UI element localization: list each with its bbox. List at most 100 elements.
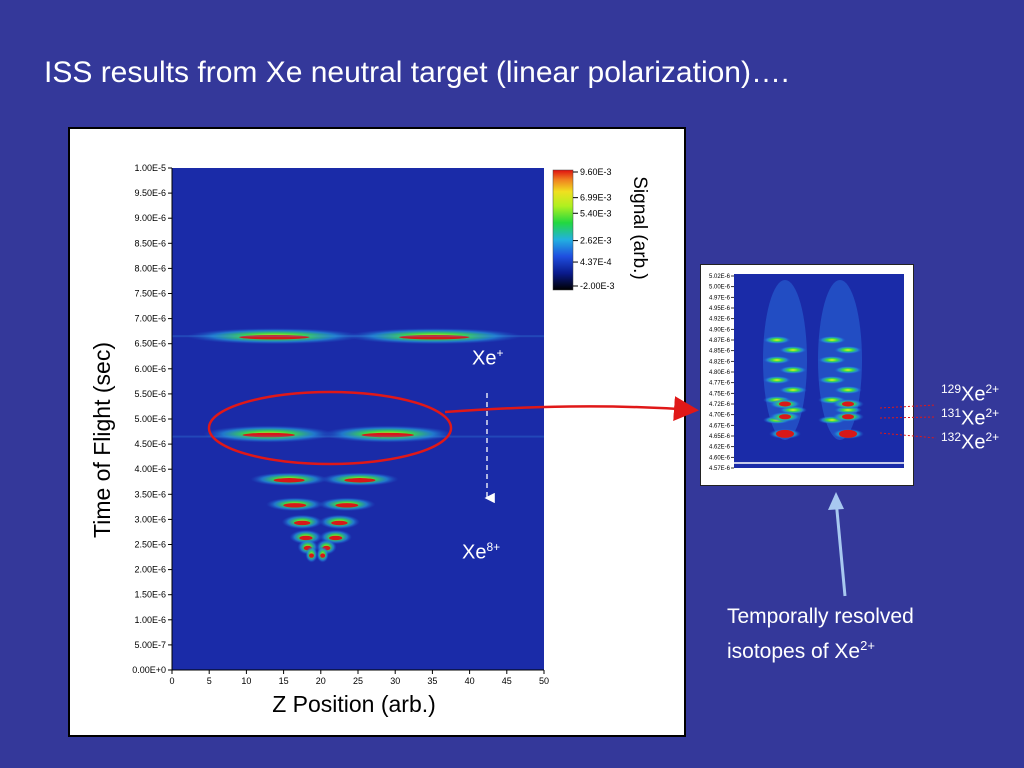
inset-isotope-core xyxy=(779,414,791,420)
y-tick-label: 0.00E+0 xyxy=(132,665,166,675)
colorbar-tick-label: -2.00E-3 xyxy=(580,281,615,291)
y-tick-label: 1.00E-6 xyxy=(134,615,166,625)
inset-y-tick-label: 4.90E-6 xyxy=(709,327,731,333)
band-core xyxy=(239,334,310,340)
band-core xyxy=(242,432,295,438)
y-tick-label: 2.00E-6 xyxy=(134,565,166,575)
y-tick-label: 6.00E-6 xyxy=(134,364,166,374)
band-7 xyxy=(305,546,329,563)
y-tick-label: 9.50E-6 xyxy=(134,188,166,198)
isotope-line-131 xyxy=(879,416,937,419)
colorbar-label: Signal (arb.) xyxy=(629,176,650,280)
y-tick-label: 8.00E-6 xyxy=(134,263,166,273)
x-tick-label: 0 xyxy=(169,676,174,686)
inset-blob xyxy=(818,356,846,364)
colorbar-tick-label: 6.99E-3 xyxy=(580,193,612,203)
colorbar-tick-label: 5.40E-3 xyxy=(580,208,612,218)
inset-y-tick-label: 4.67E-6 xyxy=(709,423,731,429)
inset-isotope-core xyxy=(779,401,791,407)
inset-blob xyxy=(763,336,791,344)
band-core xyxy=(309,553,314,558)
inset-blob xyxy=(818,336,846,344)
x-tick-label: 25 xyxy=(353,676,363,686)
connector-arrow xyxy=(444,396,699,422)
band-core xyxy=(335,503,359,508)
band-streak xyxy=(172,435,544,438)
y-tick-label: 1.00E-5 xyxy=(134,163,166,173)
y-tick-label: 3.50E-6 xyxy=(134,489,166,499)
label-isotope-131: 131Xe2+ xyxy=(941,406,1000,430)
caption-arrow xyxy=(834,499,847,597)
inset-y-tick-label: 4.97E-6 xyxy=(709,295,731,301)
colorbar-tick-label: 9.60E-3 xyxy=(580,167,612,177)
y-tick-label: 7.50E-6 xyxy=(134,289,166,299)
caption: Temporally resolved isotopes of Xe2+ xyxy=(727,602,914,666)
y-tick-label: 4.50E-6 xyxy=(134,439,166,449)
x-tick-label: 10 xyxy=(241,676,251,686)
slide-title: ISS results from Xe neutral target (line… xyxy=(44,56,790,89)
band-core xyxy=(329,535,343,541)
y-tick-label: 8.50E-6 xyxy=(134,238,166,248)
colorbar-tick-label: 2.62E-3 xyxy=(580,236,612,246)
x-tick-label: 20 xyxy=(316,676,326,686)
inset-blob xyxy=(779,346,807,354)
x-tick-label: 5 xyxy=(207,676,212,686)
inset-blob xyxy=(834,386,862,394)
inset-y-tick-label: 5.00E-6 xyxy=(709,285,731,291)
inset-isotope-core xyxy=(839,429,857,438)
band-1 xyxy=(203,425,454,443)
inset-isotope-core xyxy=(776,429,794,438)
inset-blob xyxy=(763,356,791,364)
y-tick-label: 1.50E-6 xyxy=(134,590,166,600)
inset-y-tick-label: 4.72E-6 xyxy=(709,402,731,408)
x-tick-label: 30 xyxy=(390,676,400,686)
inset-blob xyxy=(834,366,862,374)
x-tick-label: 45 xyxy=(502,676,512,686)
band-core xyxy=(273,478,305,483)
isotope-line-132 xyxy=(879,432,937,439)
band-3 xyxy=(266,497,376,512)
band-core xyxy=(399,334,470,340)
y-tick-label: 5.00E-7 xyxy=(134,640,166,650)
inset-y-tick-label: 4.65E-6 xyxy=(709,434,731,440)
band-core xyxy=(344,478,376,483)
inset-isotope-core xyxy=(842,401,854,407)
inset-blob xyxy=(779,366,807,374)
inset-y-tick-label: 4.77E-6 xyxy=(709,381,731,387)
inset-y-tick-label: 4.87E-6 xyxy=(709,338,731,344)
y-tick-label: 3.00E-6 xyxy=(134,514,166,524)
band-core xyxy=(320,553,326,558)
band-4 xyxy=(281,514,360,530)
label-isotope-132: 132Xe2+ xyxy=(941,430,1000,454)
x-tick-label: 15 xyxy=(279,676,289,686)
y-tick-label: 4.00E-6 xyxy=(134,464,166,474)
x-axis-title: Z Position (arb.) xyxy=(272,691,436,717)
label-isotope-129: 129Xe2+ xyxy=(941,382,1000,406)
inset-y-tick-label: 5.02E-6 xyxy=(709,274,731,280)
inset-y-tick-label: 4.70E-6 xyxy=(709,413,731,419)
label-xe-plus: Xe+ xyxy=(472,346,504,370)
label-xe-8plus: Xe8+ xyxy=(462,540,501,564)
inset-y-tick-label: 4.82E-6 xyxy=(709,359,731,365)
band-core xyxy=(299,535,313,541)
inset-y-tick-label: 4.85E-6 xyxy=(709,349,731,355)
colorbar xyxy=(552,169,574,291)
inset-y-tick-label: 4.95E-6 xyxy=(709,306,731,312)
y-tick-label: 5.50E-6 xyxy=(134,389,166,399)
x-tick-label: 40 xyxy=(465,676,475,686)
colorbar-tick-label: 4.37E-4 xyxy=(580,257,612,267)
y-tick-label: 6.50E-6 xyxy=(134,339,166,349)
band-0 xyxy=(186,328,523,345)
inset-isotope-core xyxy=(842,414,854,420)
main-plot-area xyxy=(172,168,544,670)
caption-line-1: Temporally resolved xyxy=(727,605,914,628)
band-core xyxy=(294,520,311,526)
inset-y-tick-label: 4.60E-6 xyxy=(709,455,731,461)
inset-blob xyxy=(779,386,807,394)
inset-y-tick-label: 4.57E-6 xyxy=(709,466,731,472)
inset-blob xyxy=(818,376,846,384)
band-core xyxy=(331,520,348,526)
y-tick-label: 2.50E-6 xyxy=(134,540,166,550)
inset-blob xyxy=(763,376,791,384)
